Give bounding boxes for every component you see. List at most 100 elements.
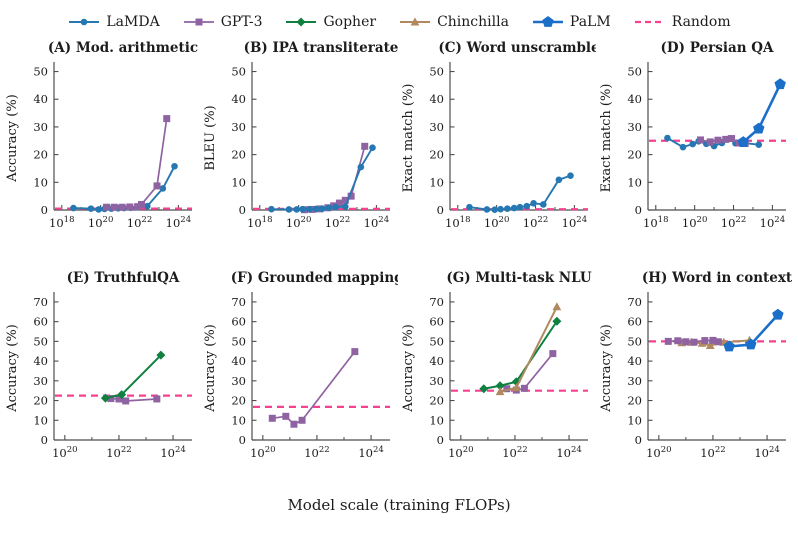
svg-text:Exact match (%): Exact match (%) <box>401 84 416 193</box>
svg-text:20: 20 <box>33 394 48 408</box>
legend-item-lamda: LaMDA <box>67 14 160 30</box>
svg-text:1020: 1020 <box>88 215 113 230</box>
legend-item-gopher: Gopher <box>284 14 376 30</box>
series-lamda <box>466 172 574 214</box>
svg-text:20: 20 <box>627 394 642 408</box>
svg-text:1020: 1020 <box>682 215 707 230</box>
svg-text:60: 60 <box>231 315 246 329</box>
svg-text:70: 70 <box>429 295 444 309</box>
pentagon-marker-icon <box>532 16 563 27</box>
series-gopher <box>100 350 166 403</box>
svg-text:10: 10 <box>33 175 48 189</box>
svg-text:1024: 1024 <box>160 445 185 460</box>
figure-grid: (A) Mod. arithmetic Accuracy (%) 0 10 20 30 40… <box>0 38 798 492</box>
svg-text:1022: 1022 <box>325 215 350 230</box>
svg-text:30: 30 <box>627 374 642 388</box>
svg-text:30: 30 <box>627 120 642 134</box>
svg-text:(F) Grounded mappings: (F) Grounded mappings <box>231 270 398 286</box>
svg-text:10: 10 <box>627 175 642 189</box>
svg-text:40: 40 <box>627 92 642 106</box>
series-gpt-3 <box>268 348 359 428</box>
svg-text:0: 0 <box>239 203 246 217</box>
legend-item-gpt-3: GPT-3 <box>182 14 263 30</box>
svg-text:0: 0 <box>635 433 642 447</box>
series-gopher <box>479 316 562 394</box>
svg-text:40: 40 <box>231 354 246 368</box>
legend-label: GPT-3 <box>220 14 263 30</box>
svg-text:(A) Mod. arithmetic: (A) Mod. arithmetic <box>48 40 198 56</box>
svg-text:50: 50 <box>231 334 246 348</box>
svg-text:10: 10 <box>33 413 48 427</box>
legend-label: Gopher <box>323 14 377 30</box>
svg-text:10: 10 <box>231 413 246 427</box>
svg-text:0: 0 <box>437 433 444 447</box>
svg-text:60: 60 <box>429 315 444 329</box>
series-gpt-3 <box>300 142 369 214</box>
svg-text:1018: 1018 <box>247 215 272 230</box>
svg-text:1024: 1024 <box>754 445 779 460</box>
subplot-D: (D) Persian QA Exact match (%) 0 10 20 30 40 50… <box>598 38 794 262</box>
svg-text:1024: 1024 <box>556 445 581 460</box>
figure-legend: LaMDA GPT-3 Gopher Chinchilla PaLM Random <box>0 0 798 34</box>
svg-text:Accuracy (%): Accuracy (%) <box>401 324 416 413</box>
svg-text:30: 30 <box>33 120 48 134</box>
svg-text:1020: 1020 <box>484 215 509 230</box>
svg-text:1024: 1024 <box>166 215 191 230</box>
triangle-marker-icon <box>400 17 431 26</box>
series-gpt-3 <box>107 395 161 405</box>
svg-text:0: 0 <box>239 433 246 447</box>
series-gpt-3 <box>503 350 557 394</box>
svg-text:(D) Persian QA: (D) Persian QA <box>661 40 774 56</box>
svg-text:1024: 1024 <box>562 215 587 230</box>
svg-text:50: 50 <box>627 334 642 348</box>
svg-text:1024: 1024 <box>358 445 383 460</box>
svg-text:20: 20 <box>231 148 246 162</box>
subplot-E: (E) TruthfulQA Accuracy (%) 0 10 20 30 40 50 60 7… <box>4 268 200 492</box>
svg-text:30: 30 <box>33 374 48 388</box>
svg-text:20: 20 <box>429 394 444 408</box>
circle-marker-icon <box>69 18 100 26</box>
svg-text:50: 50 <box>231 65 246 79</box>
svg-text:Accuracy (%): Accuracy (%) <box>5 324 20 413</box>
svg-text:(H) Word in context: (H) Word in context <box>642 270 793 286</box>
svg-text:10: 10 <box>627 413 642 427</box>
svg-text:1018: 1018 <box>643 215 668 230</box>
svg-text:1022: 1022 <box>523 215 548 230</box>
svg-text:20: 20 <box>33 148 48 162</box>
series-gpt-3 <box>102 115 171 211</box>
svg-text:1022: 1022 <box>721 215 746 230</box>
subplot-A: (A) Mod. arithmetic Accuracy (%) 0 10 20 30 40… <box>4 38 200 262</box>
svg-text:0: 0 <box>437 203 444 217</box>
legend-item-chinchilla: Chinchilla <box>398 14 509 30</box>
legend-item-palm: PaLM <box>531 14 611 30</box>
svg-text:50: 50 <box>429 334 444 348</box>
svg-text:Accuracy (%): Accuracy (%) <box>599 324 614 413</box>
svg-text:50: 50 <box>627 65 642 79</box>
svg-text:1020: 1020 <box>448 445 473 460</box>
legend-label: Chinchilla <box>437 14 509 30</box>
svg-text:20: 20 <box>231 394 246 408</box>
svg-text:50: 50 <box>33 334 48 348</box>
svg-text:10: 10 <box>429 413 444 427</box>
legend-label: Random <box>671 14 731 30</box>
svg-text:Accuracy (%): Accuracy (%) <box>203 324 218 413</box>
series-palm <box>723 308 784 352</box>
svg-text:0: 0 <box>41 203 48 217</box>
svg-text:Exact match (%): Exact match (%) <box>599 84 614 193</box>
chart-caption: Model scale (training FLOPs) <box>287 496 511 514</box>
subplot-B: (B) IPA transliterate BLEU (%) 0 10 20 30 40 50… <box>202 38 398 262</box>
svg-text:20: 20 <box>627 148 642 162</box>
svg-text:1020: 1020 <box>52 445 77 460</box>
svg-text:40: 40 <box>33 354 48 368</box>
svg-text:70: 70 <box>33 295 48 309</box>
square-marker-icon <box>183 18 214 26</box>
svg-text:60: 60 <box>33 315 48 329</box>
svg-text:1018: 1018 <box>49 215 74 230</box>
svg-text:1020: 1020 <box>646 445 671 460</box>
svg-text:40: 40 <box>33 92 48 106</box>
svg-text:(G) Multi-task NLU: (G) Multi-task NLU <box>446 270 592 286</box>
